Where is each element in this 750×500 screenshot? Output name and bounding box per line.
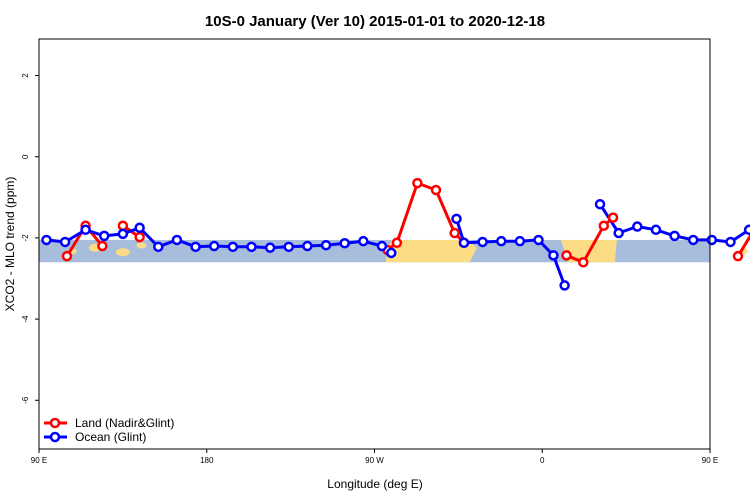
series-land-point <box>97 240 108 252</box>
series-ocean-point <box>458 237 470 249</box>
series-ocean-point <box>117 228 129 240</box>
series-ocean-point <box>283 241 295 253</box>
series-ocean-point <box>594 198 606 210</box>
series-layer <box>41 177 750 291</box>
y-axis-label: XCO2 - MLO trend (ppm) <box>3 177 17 312</box>
series-ocean-point <box>339 237 350 249</box>
series-ocean-point <box>190 241 201 253</box>
series-ocean-point <box>495 235 507 247</box>
series-ocean-point <box>246 241 257 253</box>
series-land-point <box>391 237 403 249</box>
series-land-point <box>607 212 619 223</box>
map-land-island <box>136 242 147 249</box>
series-ocean-point <box>41 234 52 246</box>
legend-land-label: Land (Nadir&Glint) <box>75 416 174 430</box>
map-land-island <box>115 248 130 257</box>
y-tick-label: 0 <box>21 154 30 159</box>
legend-ocean-label: Ocean (Glint) <box>75 430 146 444</box>
series-ocean-point <box>451 213 462 225</box>
series-ocean-point <box>687 234 699 246</box>
series-land-point <box>412 177 423 189</box>
series-land-point <box>561 250 572 261</box>
y-tick-label: -6 <box>21 396 30 404</box>
y-tick-label: 2 <box>21 73 30 78</box>
x-axis-label: Longitude (deg E) <box>327 477 422 491</box>
plot-frame <box>38 38 711 450</box>
series-land-point <box>61 250 73 262</box>
series-ocean-point <box>669 230 680 242</box>
y-tick-label: -4 <box>21 315 30 323</box>
axis-ticks: 90 E 180 90 W 0 90 E 2 0 -2 -4 -6 <box>21 73 718 465</box>
x-tick-label: 90 E <box>702 456 718 465</box>
x-tick-label: 180 <box>200 456 214 465</box>
series-land-point <box>598 220 610 231</box>
x-tick-label: 90 E <box>31 456 47 465</box>
series-land-point <box>732 250 744 262</box>
series-ocean-point <box>376 240 388 252</box>
series-ocean-point <box>613 227 624 239</box>
series-ocean-point <box>59 236 71 248</box>
x-tick-label: 90 W <box>365 456 384 465</box>
series-ocean-point <box>743 224 750 236</box>
series-ocean-point <box>134 222 145 234</box>
series-ocean-point <box>650 224 662 236</box>
series-ocean-point <box>533 234 544 246</box>
y-tick-label: -2 <box>21 234 30 242</box>
series-ocean-point <box>320 239 332 251</box>
series-land-point <box>449 227 460 239</box>
series-land-line <box>565 216 615 264</box>
map-land-americas <box>385 239 478 263</box>
series-ocean-point <box>358 235 369 247</box>
series-ocean-point <box>559 280 570 291</box>
series-ocean-line <box>598 203 750 244</box>
series-ocean-point <box>98 230 110 242</box>
legend-box <box>40 410 182 448</box>
series-ocean-point <box>725 236 736 248</box>
series-ocean-point <box>632 221 643 232</box>
series-ocean-point <box>386 247 397 259</box>
series-land-point <box>134 231 145 243</box>
series-ocean-point <box>706 234 718 246</box>
series-ocean-point <box>227 241 239 253</box>
series-ocean-point <box>153 241 164 253</box>
legend: Land (Nadir&Glint) Ocean (Glint) <box>40 410 182 448</box>
series-ocean-point <box>264 242 276 253</box>
series-land-line <box>736 233 750 257</box>
series-ocean-point <box>514 235 526 247</box>
chart-title: 10S-0 January (Ver 10) 2015-01-01 to 202… <box>205 13 545 30</box>
series-ocean-point <box>302 240 313 252</box>
x-tick-label: 0 <box>540 456 545 465</box>
series-land-point <box>430 184 442 196</box>
legend-ocean-marker <box>49 431 61 443</box>
series-land-point <box>578 257 589 268</box>
series-ocean-point <box>171 234 183 246</box>
series-ocean-point <box>548 250 559 261</box>
series-land-point <box>117 220 129 231</box>
legend-land-marker <box>49 417 61 429</box>
series-ocean-point <box>477 236 488 248</box>
series-ocean-point <box>80 224 91 236</box>
series-ocean-point <box>208 240 220 252</box>
